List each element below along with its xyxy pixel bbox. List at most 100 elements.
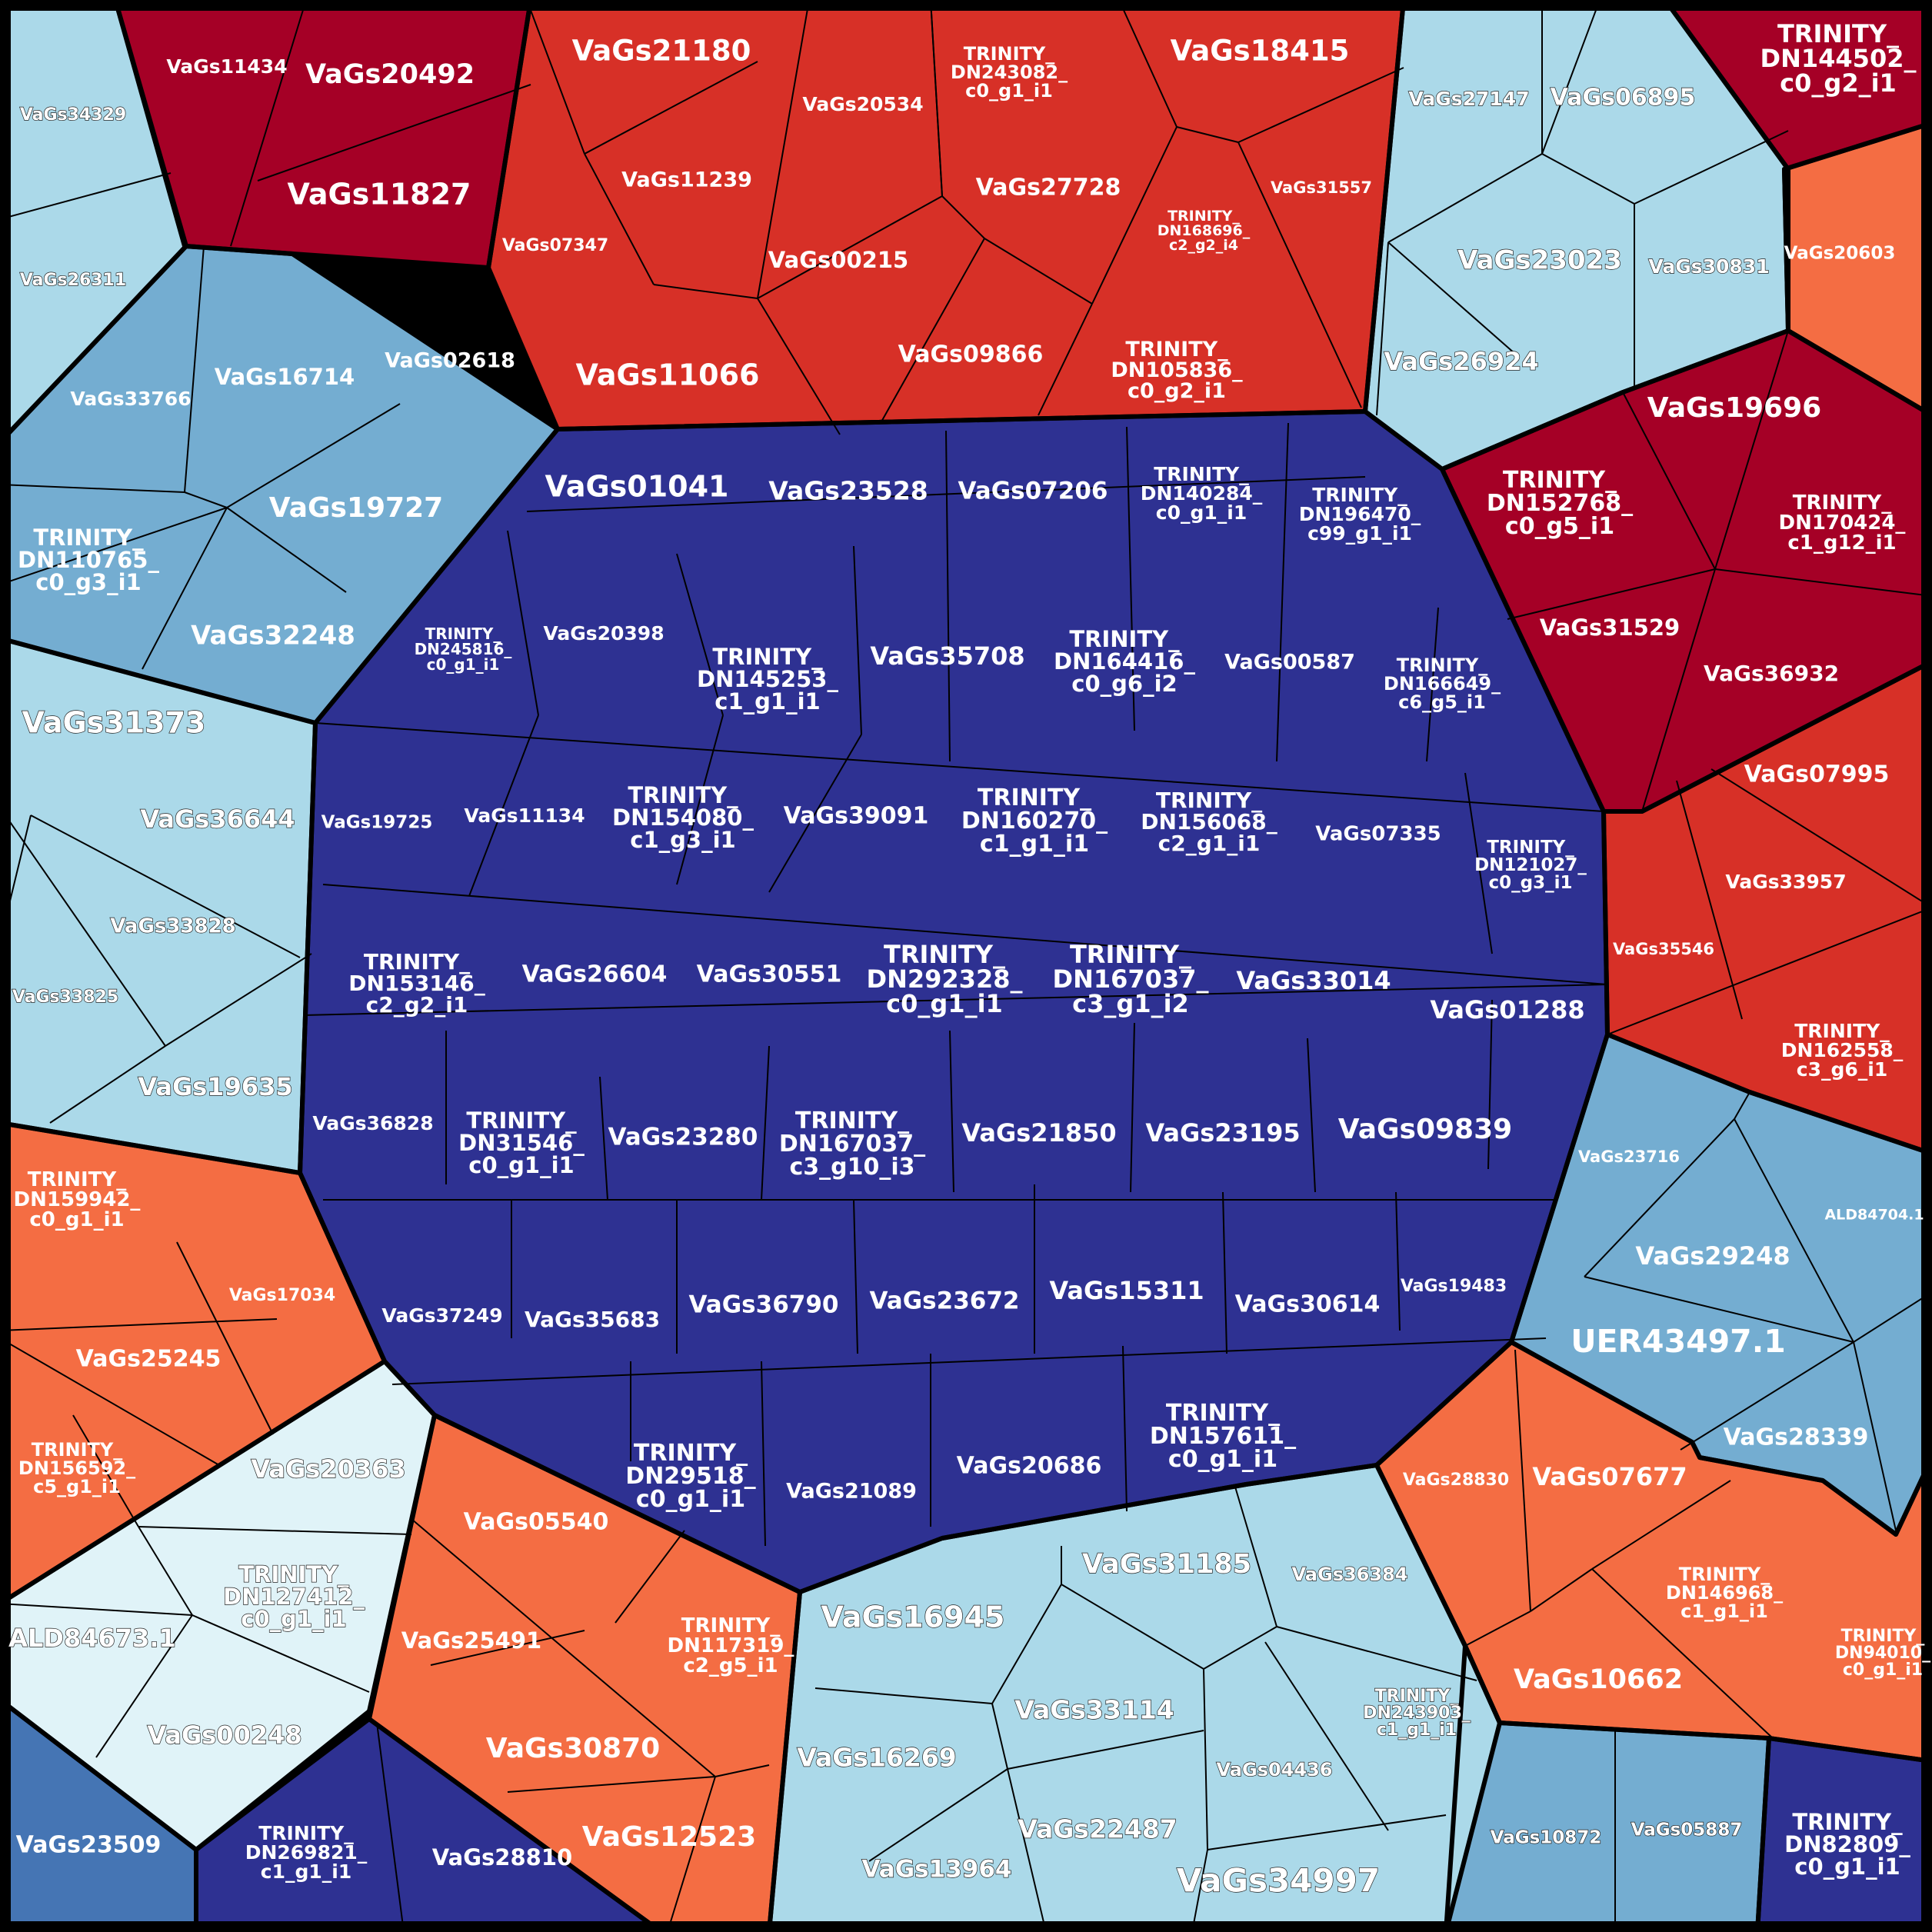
cell-label: VaGs19483: [1401, 1277, 1507, 1296]
cell-label: TRINITY_ DN121027_ c0_g3_i1: [1474, 838, 1587, 893]
cell-divider: [761, 1045, 770, 1201]
cell-label: TRINITY_ DN82809_ c0_g1_i1: [1784, 1809, 1910, 1880]
cell-divider: [95, 1614, 193, 1758]
cell-label: VaGs19635: [138, 1072, 292, 1101]
cell-label: VaGs33766: [70, 388, 191, 410]
cell-divider: [715, 1764, 770, 1777]
cell-label: TRINITY_ DN140284_ c0_g1_i1: [1141, 463, 1263, 524]
cell-divider: [138, 1526, 193, 1616]
cell-divider: [814, 1687, 993, 1704]
cell-divider: [668, 1776, 716, 1927]
cell-label: VaGs09839: [1338, 1114, 1512, 1145]
cell-label: TRINITY_ DN166649_ c6_g5_i1: [1384, 655, 1501, 713]
cell-divider: [1734, 1118, 1854, 1343]
cell-label: VaGs11827: [288, 178, 471, 212]
cell-label: VaGs23672: [870, 1287, 1020, 1315]
cell-divider: [507, 530, 539, 716]
cell-label: VaGs19727: [269, 492, 443, 524]
cell-label: VaGs31373: [22, 706, 206, 740]
cell-divider: [226, 403, 401, 508]
cell-label: VaGs36384: [1292, 1564, 1408, 1585]
cell-label: VaGs07347: [502, 236, 608, 255]
cell-label: VaGs23195: [1145, 1118, 1300, 1148]
cell-divider: [1853, 1291, 1932, 1343]
cell-label: TRINITY_ DN29518_ c0_g1_i1: [625, 1440, 755, 1513]
cell-label: VaGs28830: [1403, 1471, 1509, 1490]
cell-divider: [257, 84, 531, 182]
cell-label: VaGs20363: [251, 1454, 405, 1484]
cell-label: VaGs13964: [862, 1856, 1012, 1884]
cell-divider: [184, 245, 205, 493]
cell-divider: [1203, 1626, 1277, 1670]
cell-label: VaGs25491: [401, 1627, 541, 1654]
cell-divider: [49, 1045, 166, 1124]
cell-label: TRINITY_ DN153146_ c2_g2_i1: [348, 949, 485, 1018]
cell-label: VaGs20603: [1784, 244, 1896, 264]
cell-divider: [1426, 607, 1439, 762]
cell-divider: [142, 507, 228, 670]
cell-divider: [676, 715, 724, 885]
cell-divider: [1007, 1730, 1204, 1770]
cell-label: VaGs21850: [961, 1118, 1116, 1148]
cell-divider: [430, 1630, 585, 1666]
cell-divider: [853, 545, 862, 735]
cell-divider: [653, 284, 758, 299]
cell-label: VaGs00587: [1224, 651, 1355, 675]
cell-divider: [1584, 1118, 1735, 1277]
cell-label: TRINITY_ DN162558_ c3_g6_i1: [1781, 1020, 1904, 1081]
cell-divider: [507, 1776, 716, 1793]
cell-divider: [584, 153, 655, 285]
cell-label: VaGs16714: [215, 364, 355, 390]
cell-label: VaGs12523: [582, 1821, 756, 1853]
cell-divider: [880, 238, 985, 424]
cell-label: VaGs04436: [1217, 1759, 1333, 1780]
cell-divider: [165, 953, 312, 1047]
cell-label: VaGs31557: [1271, 178, 1372, 197]
cell-divider: [1276, 422, 1289, 762]
cell-label: VaGs10872: [1491, 1828, 1602, 1848]
cell-divider: [761, 1361, 766, 1547]
cell-label: VaGs23509: [16, 1832, 162, 1859]
cell-divider: [1607, 907, 1932, 1035]
cell-label: TRINITY_ DN168696_ c2_g2_i4: [1158, 208, 1251, 254]
cell-label: VaGs32248: [191, 621, 355, 651]
cell-label: VaGs19725: [321, 813, 433, 833]
cell-label: VaGs26924: [1384, 347, 1538, 376]
cell-label: VaGs21180: [572, 35, 751, 68]
cell-divider: [176, 1241, 274, 1435]
cell-divider: [1038, 303, 1093, 416]
cell-divider: [584, 61, 758, 155]
cell-divider: [1203, 1668, 1208, 1850]
cell-label: VaGs31529: [1540, 615, 1680, 641]
cell-label: VaGs39091: [784, 803, 929, 830]
cell-label: VaGs25245: [76, 1346, 222, 1373]
cell-divider: [1464, 1611, 1531, 1647]
cell-label: VaGs07995: [1744, 761, 1890, 788]
cell-label: VaGs16945: [821, 1601, 1005, 1634]
cell-divider: [1234, 1484, 1277, 1627]
cell-label: TRINITY_ DN196470_ c99_g1_i1: [1299, 484, 1421, 545]
cell-divider: [1191, 1849, 1208, 1932]
cell-label: VaGs15311: [1049, 1276, 1204, 1305]
cell-label: VaGs30551: [697, 961, 842, 988]
cell-label: TRINITY_ DN170424_ c1_g12_i1: [1779, 491, 1906, 555]
cell-label: VaGs02618: [385, 349, 515, 373]
cell-divider: [411, 1518, 716, 1777]
cell-label: VaGs01288: [1430, 995, 1584, 1024]
cell-divider: [757, 298, 841, 435]
cell-divider: [72, 1414, 139, 1527]
cell-label: TRINITY_ DN156068_ c2_g1_i1: [1141, 788, 1277, 856]
cell-divider: [991, 1703, 1008, 1770]
cell-label: VaGs33114: [1014, 1695, 1174, 1725]
cell-label: VaGs00215: [768, 247, 908, 273]
cell-label: VaGs07677: [1532, 1462, 1687, 1491]
cell-label: TRINITY_ DN245816_ c0_g1_i1: [415, 625, 512, 674]
cell-label: TRINITY_ DN145253_ c1_g1_i1: [697, 644, 838, 715]
cell-divider: [1676, 780, 1743, 1020]
cell-label: VaGs35708: [870, 641, 1024, 671]
cell-divider: [1237, 142, 1362, 408]
cell-divider: [1541, 0, 1601, 155]
